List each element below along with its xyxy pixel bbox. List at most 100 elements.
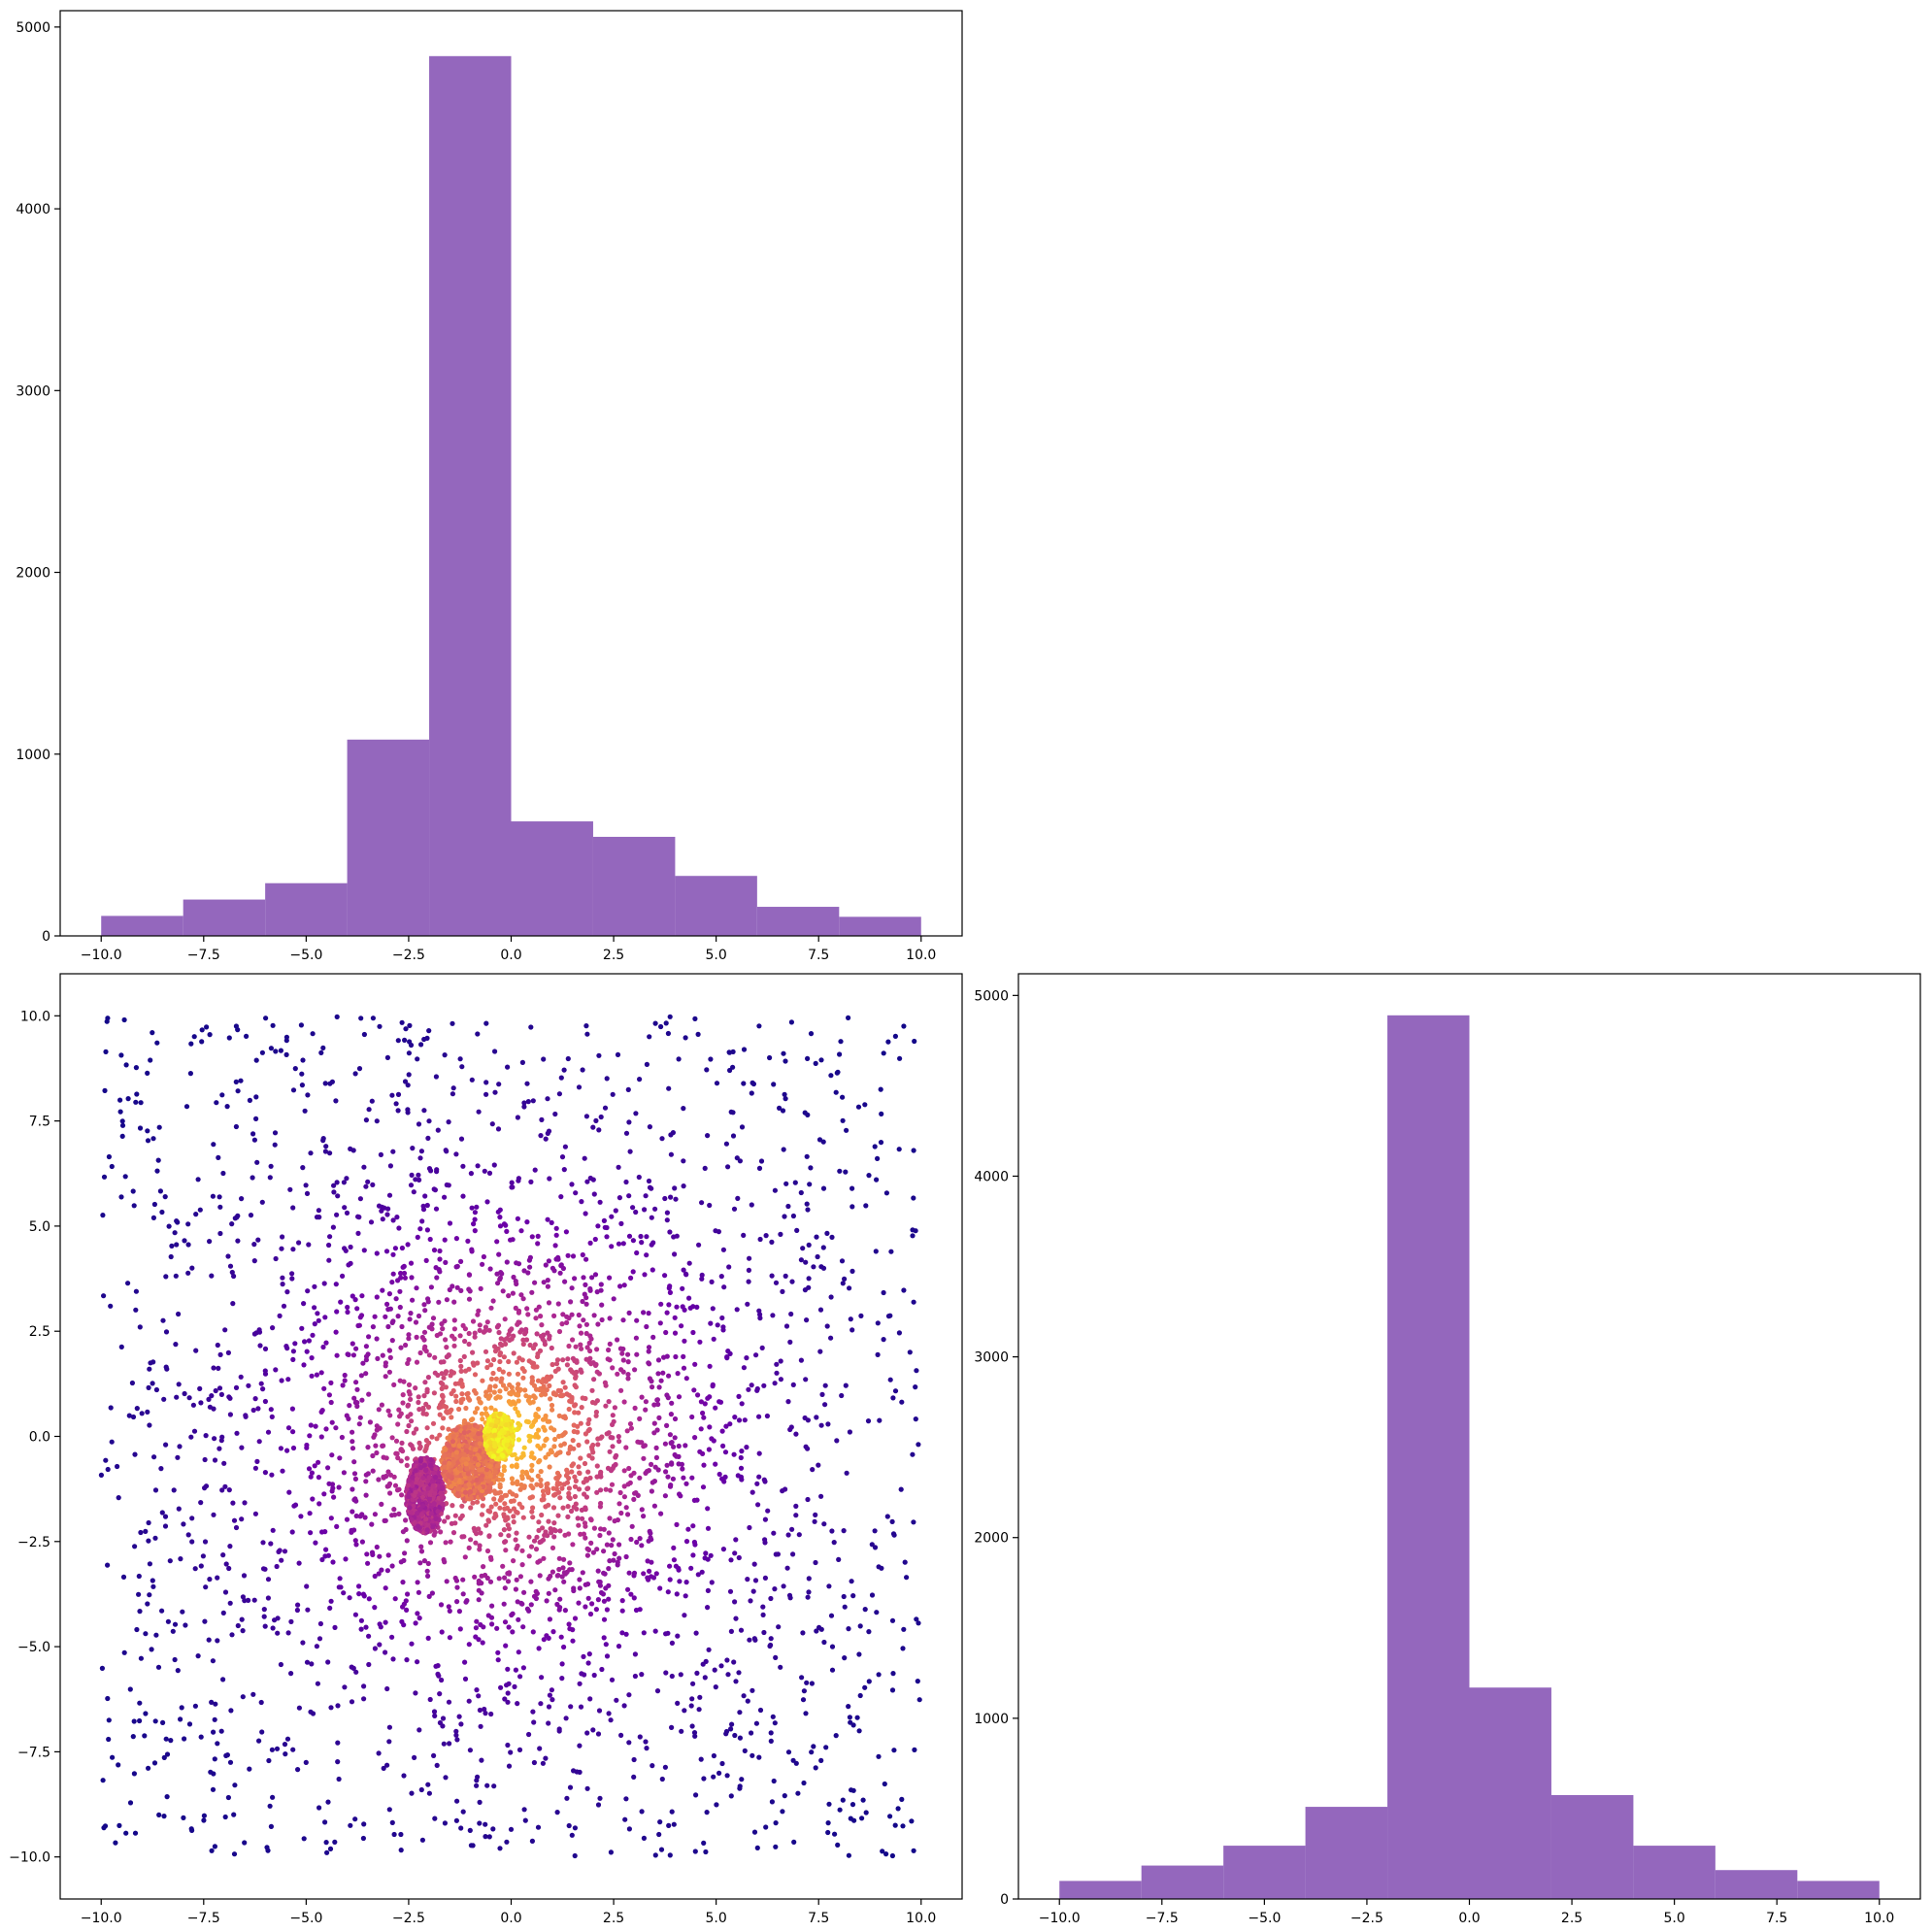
scatter-point	[595, 1568, 601, 1574]
scatter-point	[502, 1619, 509, 1625]
scatter-point	[292, 1341, 298, 1347]
scatter-point	[566, 1490, 572, 1496]
scatter-point	[535, 1824, 542, 1830]
scatter-point	[400, 1264, 406, 1270]
scatter-point	[180, 1609, 185, 1615]
scatter-point	[546, 1635, 551, 1641]
scatter-point	[705, 1587, 712, 1593]
scatter-point	[683, 1539, 690, 1545]
scatter-point	[586, 1340, 592, 1346]
scatter-point	[228, 1708, 234, 1714]
scatter-point	[879, 1111, 884, 1116]
scatter-point	[510, 1237, 516, 1243]
scatter-point	[426, 1440, 432, 1446]
scatter-point	[251, 1597, 257, 1603]
scatter-point	[680, 1466, 685, 1472]
scatter-point	[536, 1527, 542, 1533]
scatter-point	[410, 1446, 416, 1451]
scatter-point	[251, 1242, 257, 1248]
scatter-point	[314, 1215, 320, 1220]
scatter-point	[623, 1445, 629, 1450]
scatter-point	[209, 1273, 215, 1279]
scatter-point	[633, 1607, 640, 1614]
scatter-point	[313, 1423, 318, 1429]
scatter-point	[340, 1382, 346, 1388]
scatter-point	[355, 1230, 361, 1236]
scatter-point	[578, 1330, 584, 1336]
scatter-point	[672, 1315, 678, 1320]
scatter-point	[553, 1225, 559, 1231]
scatter-point	[803, 1259, 809, 1265]
scatter-point	[667, 1014, 673, 1019]
scatter-point	[457, 1473, 463, 1479]
scatter-point	[577, 1323, 583, 1329]
scatter-point	[156, 1812, 162, 1817]
scatter-point	[623, 1130, 630, 1136]
scatter-point	[314, 1644, 319, 1649]
scatter-point	[433, 1074, 439, 1080]
scatter-point	[622, 1816, 628, 1822]
scatter-point	[588, 1540, 594, 1546]
scatter-point	[441, 1375, 447, 1381]
scatter-point	[458, 1399, 464, 1406]
scatter-point	[538, 1333, 545, 1339]
scatter-point	[891, 1748, 897, 1753]
scatter-point	[654, 1688, 661, 1694]
scatter-point	[610, 1421, 616, 1427]
scatter-point	[451, 1299, 457, 1305]
scatter-point	[606, 1596, 612, 1602]
scatter-point	[877, 1417, 883, 1423]
scatter-point	[403, 1517, 409, 1523]
scatter-point	[810, 1467, 816, 1473]
scatter-point	[463, 1405, 469, 1412]
scatter-point	[181, 1521, 186, 1527]
scatter-point	[547, 1336, 552, 1342]
scatter-point	[316, 1501, 322, 1507]
scatter-point	[570, 1438, 576, 1444]
scatter-point	[824, 1230, 830, 1236]
scatter-point	[552, 1368, 558, 1374]
scatter-point	[862, 1607, 868, 1613]
scatter-point	[240, 1628, 246, 1634]
scatter-point	[805, 1594, 811, 1600]
scatter-point	[298, 1514, 304, 1519]
scatter-point	[643, 1399, 650, 1405]
scatter-point	[215, 1342, 220, 1349]
scatter-point	[103, 1049, 109, 1054]
scatter-point	[537, 1558, 543, 1564]
scatter-point	[283, 1034, 289, 1040]
scatter-point	[568, 1299, 574, 1305]
scatter-point	[799, 1675, 805, 1681]
scatter-point	[453, 1817, 459, 1823]
scatter-point	[521, 1807, 527, 1813]
scatter-point	[246, 1382, 251, 1388]
scatter-point	[715, 1322, 720, 1328]
scatter-point	[352, 1071, 358, 1077]
scatter-point	[515, 1321, 520, 1327]
scatter-point	[287, 1186, 293, 1192]
scatter-point	[652, 1206, 658, 1212]
scatter-point	[120, 1574, 127, 1580]
scatter-point	[828, 1335, 834, 1341]
scatter-point	[499, 1495, 505, 1501]
scatter-point	[352, 1476, 358, 1482]
scatter-point	[366, 1107, 372, 1113]
histogram-bar	[839, 916, 921, 936]
scatter-point	[160, 1719, 166, 1725]
scatter-point	[623, 1553, 629, 1560]
scatter-point	[252, 1465, 258, 1471]
scatter-point	[348, 1822, 353, 1828]
scatter-point	[444, 1297, 450, 1303]
scatter-point	[262, 1346, 269, 1351]
scatter-point	[655, 1357, 662, 1363]
scatter-point	[695, 1572, 701, 1578]
scatter-point	[545, 1481, 550, 1486]
scatter-point	[195, 1177, 201, 1183]
scatter-point	[483, 1406, 488, 1412]
scatter-point	[493, 1513, 499, 1519]
scatter-point	[509, 1326, 515, 1332]
scatter-point	[615, 1051, 621, 1057]
scatter-point	[553, 1361, 560, 1367]
scatter-point	[389, 1280, 395, 1285]
scatter-point	[711, 1752, 717, 1759]
